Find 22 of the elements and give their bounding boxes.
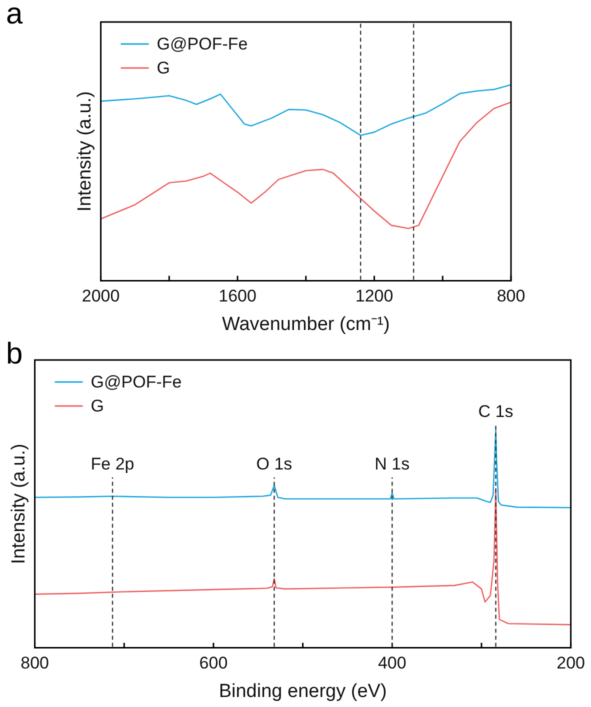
annotation: Fe 2p [90,454,134,474]
x-tick-label: 200 [556,654,586,673]
x-axis-title: Binding energy (eV) [218,680,387,702]
chart-title: a [6,0,23,30]
x-tick-label: 1200 [355,286,394,306]
x-tick-label: 2000 [82,286,120,306]
annotation: N 1s [374,454,410,474]
x-tick-label: 600 [199,654,228,673]
annotation: O 1s [256,454,292,474]
x-axis-title: Wavenumber (cm⁻¹) [222,314,390,335]
y-axis-title: Intensity (a.u.) [74,91,96,212]
chart-title: b [6,337,23,370]
legend-label: G@POF-Fe [156,34,248,54]
legend-label: G [156,58,170,78]
x-tick-label: 400 [378,654,406,673]
annotation: C 1s [478,402,514,422]
y-axis-title: Intensity (a.u.) [8,444,30,564]
legend-label: G [90,396,104,416]
x-tick-label: 800 [20,654,49,673]
x-tick-label: 800 [496,286,526,306]
x-tick-label: 1600 [218,286,256,306]
legend-label: G@POF-Fe [90,372,182,392]
